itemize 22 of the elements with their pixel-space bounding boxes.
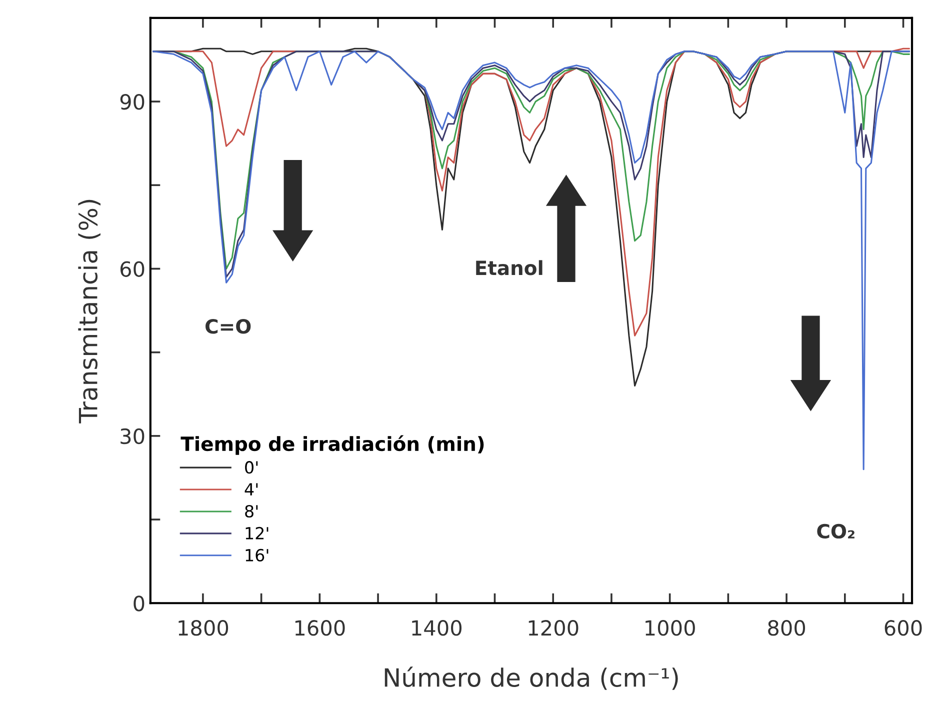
x-tick-label: 800: [768, 620, 806, 636]
legend-label: 0': [245, 461, 258, 474]
legend-title: Tiempo de irradiación (min): [180, 435, 484, 455]
x-tick-label: 1400: [412, 620, 462, 636]
legend-label: 16': [246, 548, 268, 562]
annotation: CO₂: [817, 524, 854, 539]
annotation: C=O: [206, 319, 251, 334]
y-tick-label: 30: [120, 428, 144, 444]
legend-label: 8': [245, 504, 258, 518]
x-tick-label: 1200: [528, 620, 578, 636]
y-tick-label: 0: [134, 596, 144, 612]
annotation: Etanol: [476, 260, 542, 276]
x-axis-title: Número de onda (cm⁻¹): [384, 666, 678, 690]
y-tick-label: 90: [120, 94, 144, 110]
x-tick-label: 1000: [646, 620, 695, 636]
legend-label: 4': [244, 483, 258, 496]
x-tick-label: 1600: [295, 620, 345, 636]
y-axis-title: Transmitancia (%): [78, 200, 100, 424]
x-tick-label: 1800: [178, 620, 228, 636]
legend-label: 12': [246, 526, 268, 540]
y-tick-label: 60: [120, 261, 144, 277]
x-tick-label: 600: [884, 620, 922, 636]
